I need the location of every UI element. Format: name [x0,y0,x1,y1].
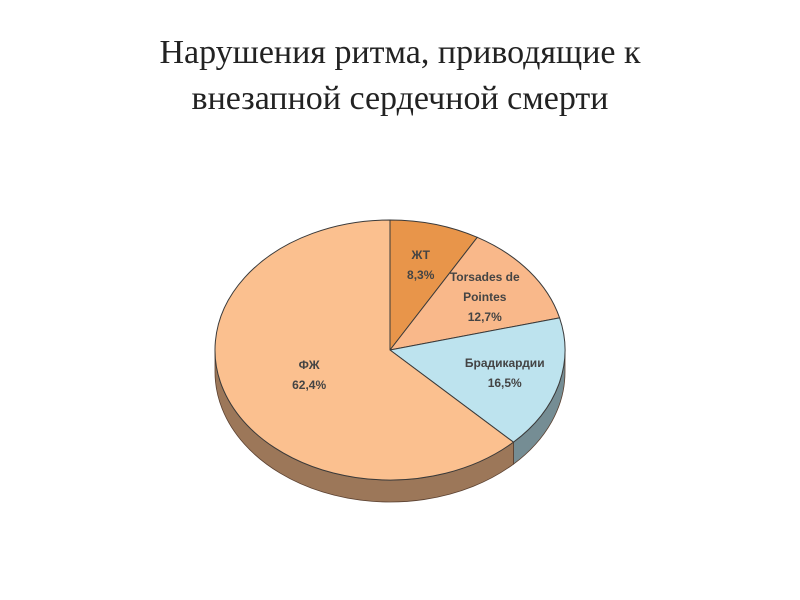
value-label: 12,7% [467,309,502,324]
category-label: ФЖ [298,357,320,372]
category-label: Брадикардии [464,356,545,371]
slice [388,317,566,443]
value-label: 62,4% [292,377,327,392]
slice-label: ФЖ 62,4% [249,355,369,395]
category-label: Torsades de Pointes [449,269,520,304]
slice [214,219,515,481]
chart-title: Нарушения ритма, приводящие к внезапной … [159,34,641,117]
slice-label: Брадикардии 16,5% [445,353,565,393]
slice-label: ЖТ 8,3% [361,245,481,285]
slice [389,219,479,352]
value-label: 8,3% [407,267,435,282]
category-label: ЖТ [411,247,430,262]
slice [388,236,561,351]
slice-label: Torsades de Pointes 12,7% [445,267,525,327]
value-label: 16,5% [487,376,522,391]
